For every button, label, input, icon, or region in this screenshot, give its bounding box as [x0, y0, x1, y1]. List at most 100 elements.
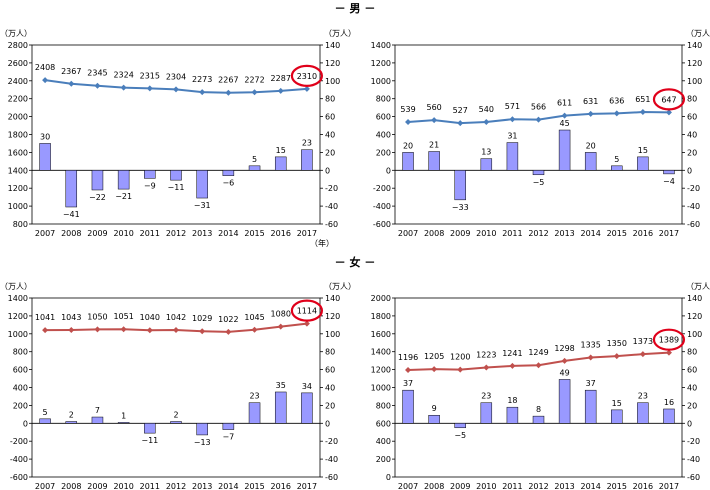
bar-value-label: 15 — [638, 146, 648, 155]
line-value-label: 1042 — [166, 313, 186, 322]
right-axis-unit: （万人） — [686, 282, 710, 291]
line-point — [587, 354, 594, 361]
x-tick-label: 2014 — [218, 229, 238, 238]
line-value-label: 571 — [505, 102, 520, 111]
bar-value-label: −21 — [115, 192, 132, 201]
right-tick-label: 120 — [687, 312, 702, 321]
line-point — [199, 328, 206, 335]
bar — [663, 408, 675, 424]
bar-value-label: −5 — [533, 178, 545, 187]
right-tick-label: 100 — [325, 77, 340, 86]
bar — [558, 379, 571, 424]
right-axis-unit: （万人） — [324, 282, 356, 291]
x-tick-label: 2010 — [476, 482, 496, 490]
bar — [637, 156, 649, 171]
x-axis-unit: （年） — [310, 238, 334, 248]
line-point — [120, 326, 127, 333]
left-tick-label: 200 — [376, 455, 391, 464]
line-point — [405, 366, 412, 373]
x-tick-label: 2008 — [424, 229, 444, 238]
line-value-label: 2324 — [113, 71, 133, 80]
bar-value-label: 16 — [664, 398, 674, 407]
highlight-circle — [652, 88, 686, 111]
bar-value-label: 30 — [40, 132, 50, 141]
left-tick-label: 2200 — [8, 95, 28, 104]
bar — [274, 391, 287, 424]
bar-value-label: 35 — [276, 381, 286, 390]
line-point — [457, 120, 464, 127]
line-point — [303, 85, 310, 92]
x-tick-label: 2010 — [113, 482, 133, 490]
line-point — [535, 362, 542, 369]
bar-value-label: 45 — [559, 119, 569, 128]
bar — [611, 165, 623, 171]
right-tick-label: 0 — [687, 166, 692, 175]
line-value-label: 2304 — [166, 72, 186, 81]
bar-value-label: 23 — [481, 392, 491, 401]
x-tick-label: 2012 — [528, 229, 548, 238]
left-tick-label: 400 — [376, 131, 391, 140]
bar-value-label: 8 — [536, 405, 541, 414]
right-tick-label: 0 — [687, 419, 692, 428]
bar-value-label: 9 — [432, 404, 437, 413]
line-value-label: 1080 — [271, 310, 291, 319]
line-point — [509, 116, 516, 123]
line-value-label: 566 — [531, 103, 546, 112]
right-tick-label: 60 — [325, 366, 335, 375]
x-tick-label: 2010 — [476, 229, 496, 238]
line-value-label: 1298 — [554, 344, 574, 353]
line-value-label: 2273 — [192, 75, 212, 84]
x-tick-label: 2011 — [502, 229, 522, 238]
bar — [39, 143, 51, 171]
right-axis-unit: （万人） — [686, 29, 710, 38]
left-tick-label: 2400 — [8, 77, 28, 86]
left-tick-label: 1800 — [8, 131, 28, 140]
x-tick-label: 2017 — [297, 482, 317, 490]
right-tick-label: 80 — [687, 95, 697, 104]
left-tick-label: 1000 — [371, 384, 391, 393]
line-point — [251, 89, 258, 96]
left-tick-label: 1600 — [8, 148, 28, 157]
x-tick-label: 2017 — [659, 482, 679, 490]
left-tick-label: 1200 — [371, 59, 391, 68]
section-title-male: － 男 － — [335, 2, 376, 15]
bar-value-label: −33 — [452, 203, 469, 212]
line-point — [483, 364, 490, 371]
line-value-label: 1043 — [61, 313, 81, 322]
plot-frame — [394, 44, 683, 225]
right-tick-label: 100 — [687, 77, 702, 86]
chart-female-part: 0200400600800100012001400160018002000-60… — [371, 282, 710, 490]
bar — [532, 415, 545, 424]
bar — [248, 165, 261, 171]
right-tick-label: -20 — [325, 184, 338, 193]
bar-value-label: −5 — [454, 431, 466, 440]
line-value-label: 2267 — [218, 76, 238, 85]
bar — [222, 423, 235, 430]
line-value-label: 2287 — [271, 74, 291, 83]
line-value-label: 1040 — [140, 313, 160, 322]
chart-male-part: -600-400-2000200400600800100012001400-60… — [371, 29, 710, 238]
line-value-label: 1249 — [528, 348, 548, 357]
line-value-label: 527 — [453, 106, 468, 115]
left-tick-label: 800 — [13, 220, 28, 229]
line-point — [665, 109, 672, 116]
bar — [428, 151, 440, 171]
highlight-circle — [290, 299, 324, 322]
line-point — [405, 119, 412, 126]
bar — [532, 170, 545, 176]
left-tick-label: 600 — [13, 366, 28, 375]
bar-value-label: 2 — [173, 411, 178, 420]
left-tick-label: -600 — [373, 220, 391, 229]
line-value-label: 2315 — [140, 71, 160, 80]
right-tick-label: 100 — [687, 330, 702, 339]
bar — [480, 402, 493, 424]
left-tick-label: 200 — [13, 401, 28, 410]
x-tick-label: 2008 — [424, 482, 444, 490]
right-tick-label: 140 — [687, 294, 702, 303]
left-tick-label: -600 — [10, 473, 28, 482]
bar-value-label: 15 — [276, 146, 286, 155]
line-value-label: 1223 — [476, 351, 496, 360]
right-tick-label: 40 — [687, 131, 697, 140]
bar-value-label: −6 — [222, 179, 234, 188]
bar — [170, 421, 182, 424]
